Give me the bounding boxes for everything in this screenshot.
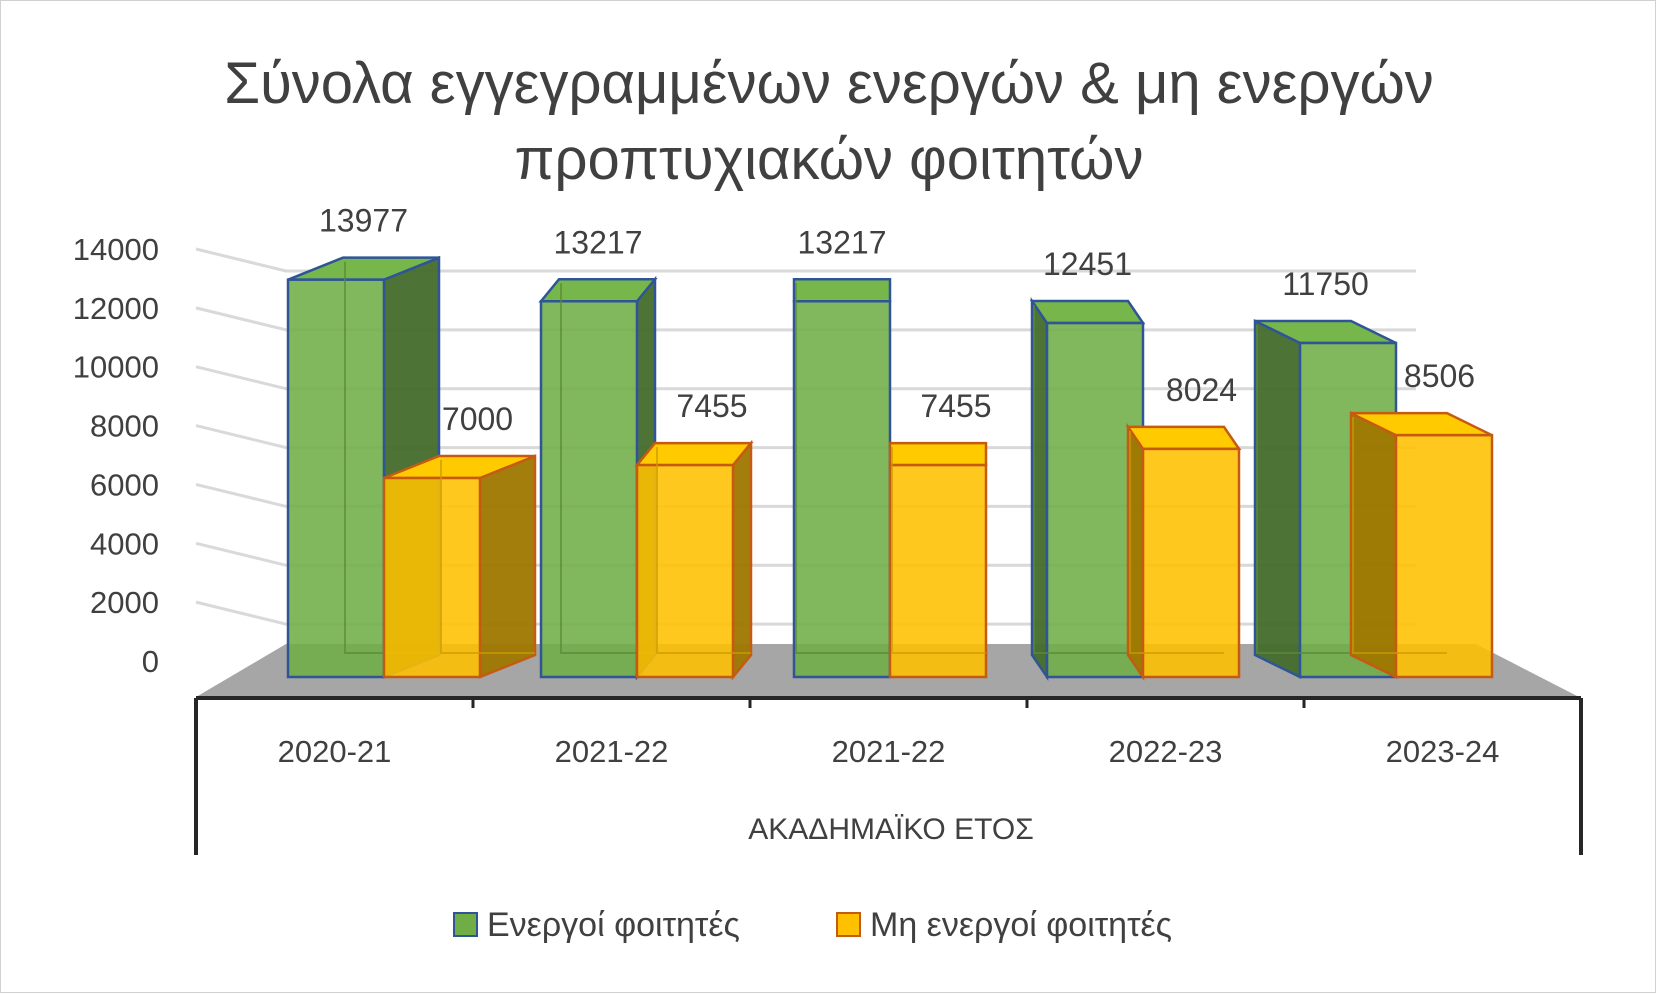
data-label: 12451 [1043,246,1132,282]
legend-item: Ενεργοί φοιτητές [453,906,740,944]
data-label: 8506 [1404,358,1475,394]
bar [792,278,892,679]
x-axis-title: ΑΚΑΔΗΜΑΪΚΟ ΕΤΟΣ [748,813,1034,846]
bar-back-edge [1352,417,1447,654]
chart-title: Σύνολα εγγεγραμμένων ενεργών & μη ενεργώ… [224,51,1434,192]
bar-back-edge [656,447,751,654]
y-tick-label: 12000 [73,291,159,326]
bar-side [731,439,753,681]
data-label: 13217 [798,224,887,260]
x-axis [194,696,1583,855]
bar-top [1029,299,1146,325]
bar-front [286,278,386,679]
legend-swatch [453,912,478,937]
bar [1029,296,1146,682]
bar-side [1349,411,1398,680]
x-category-label: 2021-22 [555,734,669,769]
x-category-label: 2022-23 [1109,734,1223,769]
bar [382,454,537,679]
legend-swatch [836,912,861,937]
chart-title-line-2: προπτυχιακών φοιτητών [515,127,1144,192]
bar-back-edge [440,460,535,654]
legend-label: Ενεργοί φοιτητές [487,906,740,944]
bars [286,255,1494,682]
bar-top [538,278,658,303]
gridlines [195,247,1416,626]
x-category-label: 2020-21 [278,734,392,769]
legend-item: Μη ενεργοί φοιτητές [836,906,1172,944]
bar-front [792,300,892,679]
data-label: 13217 [554,224,643,260]
bar [1349,411,1494,680]
bar-front [1394,433,1494,679]
legend-label: Μη ενεργοί φοιτητές [870,906,1172,944]
chart-title-line-1: Σύνολα εγγεγραμμένων ενεργών & μη ενεργώ… [224,51,1434,116]
bar-top [888,441,988,467]
y-axis-tick-labels: 0 2000 4000 6000 8000 10000 12000 14000 [73,232,159,679]
data-label: 7455 [676,388,747,424]
bar-top [634,441,754,467]
bar-front [635,463,735,679]
bar-back-edge [891,447,986,654]
bar-side [1253,318,1302,680]
data-label: 7455 [920,388,991,424]
gridline [195,247,1416,273]
bar-top [1125,425,1242,451]
data-label: 13977 [319,203,408,239]
bar-front [539,300,639,679]
data-label: 7000 [442,401,513,437]
bar-front [1141,447,1241,679]
data-label: 11750 [1282,266,1369,302]
y-tick-label: 4000 [90,526,159,561]
bar [1125,422,1242,682]
x-category-label: 2023-24 [1386,734,1500,769]
x-category-label: 2021-22 [832,734,946,769]
y-tick-label: 10000 [73,350,159,385]
bar [888,441,988,679]
bar-top [792,278,892,303]
data-label: 8024 [1166,372,1237,408]
bar-front [888,463,988,679]
bar-back-edge [1033,305,1128,654]
bar-back-edge [1256,324,1351,654]
y-tick-label: 0 [142,644,159,679]
y-tick-label: 14000 [73,232,159,267]
bar-front [382,476,482,679]
y-tick-label: 8000 [90,409,159,444]
data-labels: 13977 7000 13217 7455 13217 7455 12451 8024 1175… [319,203,1475,437]
x-axis-category-labels: 2020-21 2021-22 2021-22 2022-23 2023-24 [278,734,1500,769]
bar [634,439,754,681]
bar-back-edge [795,283,890,654]
bar-side [478,454,537,679]
y-tick-label: 2000 [90,585,159,620]
legend: Ενεργοί φοιτητές Μη ενεργοί φοιτητές [453,906,1172,944]
bar-back-edge [560,283,655,654]
bar-back-edge [1129,430,1224,654]
y-tick-label: 6000 [90,467,159,502]
